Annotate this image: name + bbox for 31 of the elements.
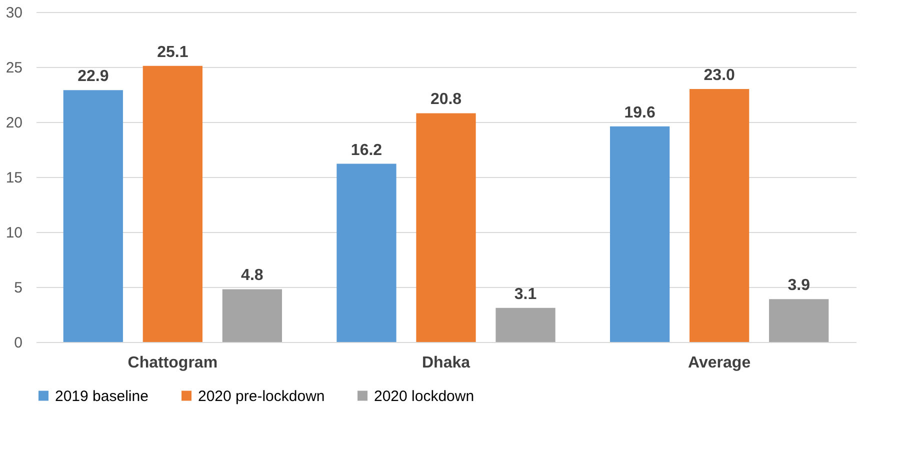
- bar: [142, 66, 202, 342]
- bar: [222, 289, 282, 342]
- data-label: 3.9: [788, 277, 810, 294]
- x-tick-label: Average: [688, 354, 751, 372]
- y-tick-label: 10: [6, 224, 22, 242]
- data-label: 4.8: [241, 267, 264, 284]
- legend-label: 2020 lockdown: [374, 388, 474, 405]
- data-label: 19.6: [624, 104, 656, 122]
- y-tick-label: 30: [6, 4, 22, 22]
- data-label: 23.0: [704, 67, 736, 84]
- bar: [610, 126, 670, 342]
- y-tick-label: 0: [14, 334, 22, 352]
- y-tick-label: 15: [6, 170, 22, 186]
- x-tick-label: Chattogram: [128, 354, 218, 372]
- y-tick-label: 20: [6, 114, 22, 132]
- data-label: 16.2: [350, 142, 382, 159]
- x-tick-label: Dhaka: [422, 354, 470, 372]
- bar: [336, 164, 396, 342]
- data-label: 20.8: [430, 91, 462, 108]
- bar: [496, 308, 556, 342]
- bar: [769, 299, 829, 342]
- legend-label: 2019 baseline: [55, 388, 148, 405]
- data-label: 22.9: [78, 68, 109, 86]
- data-label: 25.1: [157, 44, 188, 61]
- data-label: 3.1: [514, 286, 537, 303]
- y-tick-label: 5: [14, 280, 22, 296]
- bar: [690, 89, 750, 342]
- y-tick-label: 25: [6, 60, 22, 76]
- bar: [416, 113, 476, 342]
- bar: [63, 90, 123, 342]
- legend-label: 2020 pre-lockdown: [198, 388, 325, 405]
